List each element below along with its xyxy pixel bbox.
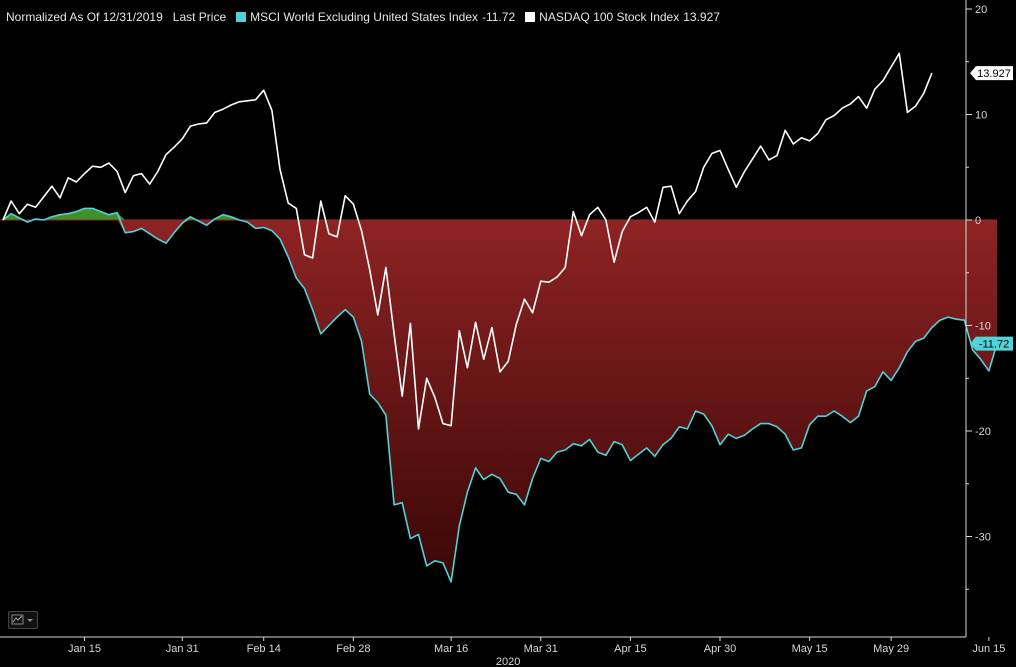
x-tick-label: Mar 31 <box>524 643 558 655</box>
positive-area <box>3 208 997 220</box>
y-tick-label: -20 <box>975 426 991 438</box>
line-chart-icon <box>11 614 33 625</box>
x-tick-label: May 15 <box>792 643 828 655</box>
msci-series-line <box>2 207 998 583</box>
x-tick-label: Mar 16 <box>434 643 468 655</box>
legend-series-msci[interactable]: MSCI World Excluding United States Index… <box>236 10 519 24</box>
y-tick-label: -30 <box>975 532 991 544</box>
legend-name-msci: MSCI World Excluding United States Index <box>250 10 479 24</box>
legend-swatch-nasdaq <box>525 12 536 22</box>
x-tick-label: Feb 28 <box>336 643 370 655</box>
nasdaq-series-line <box>2 52 933 430</box>
legend-price-label: Last Price <box>172 10 227 24</box>
last-value-markers: 13.927 -11.72 <box>970 66 1013 351</box>
legend-series-nasdaq[interactable]: NASDAQ 100 Stock Index 13.927 <box>525 10 724 24</box>
x-tick-label: May 29 <box>873 643 909 655</box>
x-tick-label: Jan 31 <box>166 643 199 655</box>
year-label: 2020 <box>496 656 520 667</box>
y-tick-label: 20 <box>975 4 987 16</box>
nasdaq-last-value-text: 13.927 <box>977 68 1011 80</box>
x-tick-label: Feb 14 <box>247 643 281 655</box>
nasdaq-last-value: 13.927 <box>970 66 1013 81</box>
chart-type-button[interactable] <box>8 611 38 629</box>
legend: Normalized As Of 12/31/2019 Last Price M… <box>0 6 724 28</box>
performance-area <box>0 208 998 582</box>
x-tick-label: Jan 15 <box>68 643 101 655</box>
y-tick-label: 0 <box>975 215 981 227</box>
legend-normalized: Normalized As Of 12/31/2019 <box>6 10 163 24</box>
y-tick-label: -10 <box>975 321 991 333</box>
x-tick-label: Apr 30 <box>704 643 736 655</box>
x-tick-label: Apr 15 <box>614 643 646 655</box>
legend-value-msci: -11.72 <box>482 10 516 24</box>
legend-value-nasdaq: 13.927 <box>683 10 720 24</box>
msci-last-value: -11.72 <box>970 336 1013 351</box>
legend-swatch-msci <box>236 12 247 22</box>
y-tick-label: 10 <box>975 110 987 122</box>
negative-area <box>3 220 997 582</box>
x-tick-label: Jun 15 <box>972 643 1005 655</box>
legend-name-nasdaq: NASDAQ 100 Stock Index <box>539 10 680 24</box>
msci-last-value-text: -11.72 <box>979 339 1009 351</box>
series-lines <box>2 52 998 583</box>
